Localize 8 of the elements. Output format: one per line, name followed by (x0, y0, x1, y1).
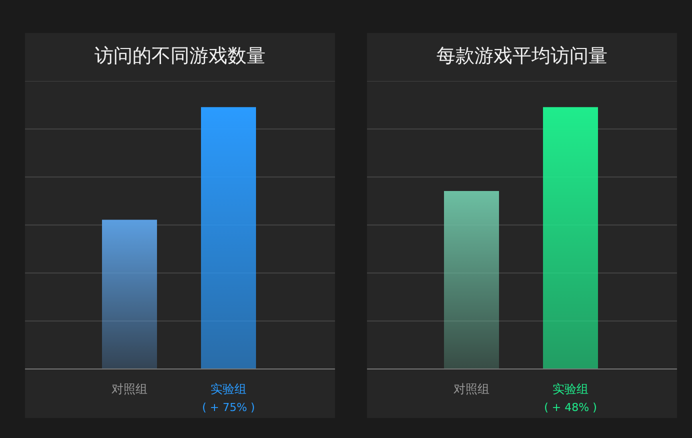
text: ( + 48% ) (544, 401, 597, 414)
x-tick-label: 对照组 (112, 382, 148, 396)
text: ( + 75% ) (202, 401, 255, 414)
x-tick-label: 实验组 (210, 382, 246, 396)
x-tick-label: 实验组 (552, 382, 588, 396)
chart-title: 访问的不同游戏数量 (94, 44, 266, 69)
x-tick-label: 对照组 (454, 382, 490, 396)
chart-title: 每款游戏平均访问量 (436, 44, 608, 69)
